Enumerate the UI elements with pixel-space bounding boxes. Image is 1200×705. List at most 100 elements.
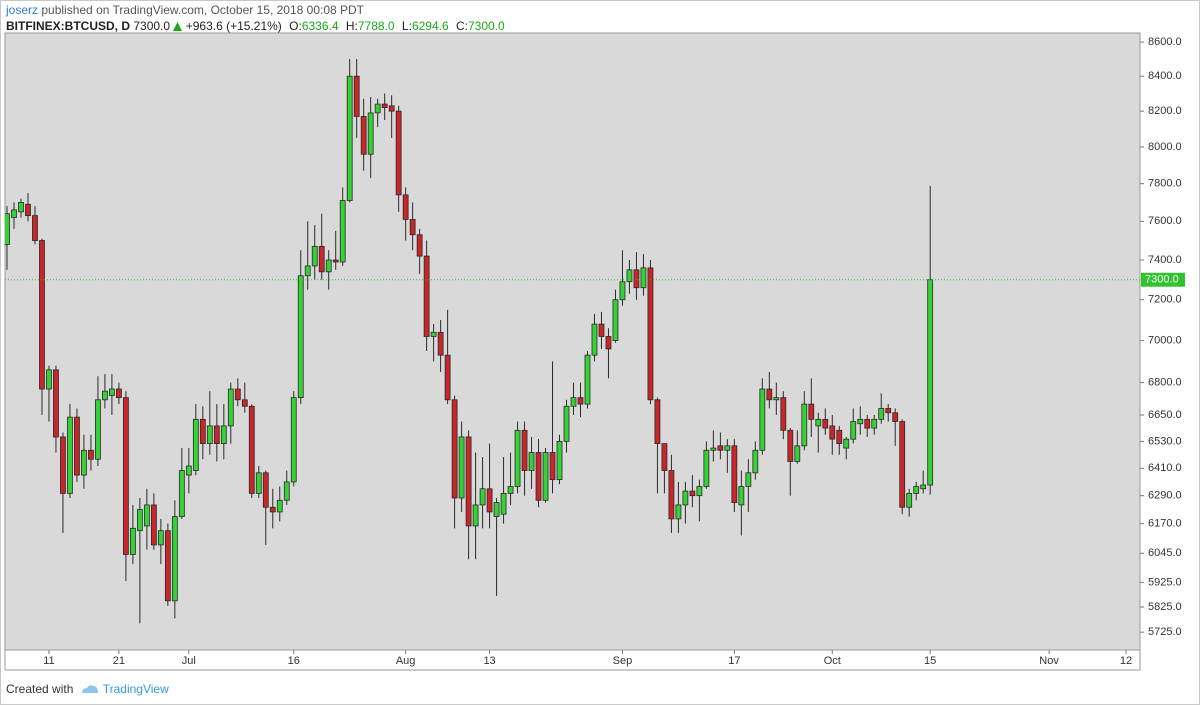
candle-body xyxy=(556,440,563,481)
y-tick-label: 6170.0 xyxy=(1148,518,1182,530)
y-tick-label: 6800.0 xyxy=(1148,377,1182,389)
candle-body xyxy=(710,447,717,451)
y-tick-label: 5725.0 xyxy=(1148,626,1182,638)
candle-body xyxy=(122,397,129,555)
candle-body xyxy=(682,490,689,506)
brand[interactable]: TradingView xyxy=(102,682,169,696)
candle-body xyxy=(262,472,269,508)
candle-body xyxy=(612,299,619,341)
candle-body xyxy=(794,445,801,462)
candle-body xyxy=(444,354,451,401)
y-tick-label: 6650.0 xyxy=(1148,409,1182,421)
candle-body xyxy=(388,105,395,112)
created-with: Created with xyxy=(6,682,74,696)
candle-body xyxy=(619,281,626,301)
candle-body xyxy=(906,492,913,508)
candle-body xyxy=(815,418,822,427)
candle-body xyxy=(185,465,192,476)
candle-body xyxy=(304,265,311,277)
candle-body xyxy=(808,403,815,420)
x-tick-label: 12 xyxy=(1120,655,1132,667)
candle-body xyxy=(633,269,640,289)
candle-body xyxy=(157,530,164,546)
candle-body xyxy=(668,470,675,520)
candle-body xyxy=(206,425,213,444)
candle-body xyxy=(18,201,24,213)
candle-body xyxy=(60,436,66,494)
low-key: L: xyxy=(401,19,412,33)
candle-body xyxy=(640,267,647,289)
candle-body xyxy=(290,397,297,483)
candle-body xyxy=(752,449,759,474)
candle-body xyxy=(116,388,122,399)
candle-body xyxy=(843,438,850,449)
candle-body xyxy=(109,388,115,396)
candle-body xyxy=(53,369,59,438)
candle-body xyxy=(402,194,409,220)
candle-body xyxy=(332,259,339,263)
candle-body xyxy=(32,215,38,241)
candle-body xyxy=(479,488,486,506)
candle-body xyxy=(248,405,255,494)
candle-body xyxy=(871,418,878,429)
y-tick-label: 7000.0 xyxy=(1148,334,1182,346)
author: joserz xyxy=(6,3,39,17)
candle-body xyxy=(213,425,220,444)
candle-body xyxy=(227,388,234,427)
y-tick-label: 7800.0 xyxy=(1148,178,1182,190)
price-label: 7300.0 xyxy=(1145,274,1179,286)
candle-body xyxy=(46,369,52,390)
x-tick-label: 11 xyxy=(43,655,54,667)
candle-body xyxy=(864,418,871,429)
candle-body xyxy=(598,323,605,337)
candle-body xyxy=(276,499,283,513)
candle-body xyxy=(570,397,577,407)
high-key: H: xyxy=(345,19,358,33)
ohlc-legend: BITFINEX:BTCUSD, D 7300.0 +963.6 (+15.21… xyxy=(6,19,505,33)
candle-body xyxy=(584,354,591,405)
y-tick-label: 5825.0 xyxy=(1148,601,1182,613)
candle-body xyxy=(647,267,654,401)
candle-body xyxy=(745,472,752,487)
x-tick-label: 21 xyxy=(113,655,125,667)
close-value: 7300.0 xyxy=(467,19,505,33)
logo xyxy=(81,685,98,693)
candle-body xyxy=(395,110,402,196)
candle-body xyxy=(913,486,920,494)
candle-body xyxy=(129,527,136,555)
candle-body xyxy=(759,388,766,451)
price-label-box xyxy=(1141,272,1185,287)
y-tick-label: 8600.0 xyxy=(1148,36,1182,48)
candle-body xyxy=(234,388,241,401)
x-tick-label: 15 xyxy=(924,655,936,667)
candle-body xyxy=(654,399,661,444)
last: 7300.0 xyxy=(133,19,171,33)
x-tick-label: Oct xyxy=(824,655,841,667)
high-value: 7788.0 xyxy=(357,19,395,33)
plot-background xyxy=(4,32,1141,651)
candle-body xyxy=(857,418,864,425)
close-key: C: xyxy=(455,19,468,33)
x-tick-label: Aug xyxy=(396,655,416,667)
candle-body xyxy=(878,408,885,420)
candle-body xyxy=(514,429,521,487)
byline: published on TradingView.com, October 15… xyxy=(41,3,365,17)
candle-body xyxy=(472,504,479,527)
candle-body xyxy=(542,452,549,501)
candle-body xyxy=(25,203,31,217)
y-tick-label: 6410.0 xyxy=(1148,462,1182,474)
y-tick-label: 5925.0 xyxy=(1148,576,1182,588)
candle-body xyxy=(780,397,787,431)
candle-body xyxy=(703,449,710,487)
candle-body xyxy=(220,425,227,444)
candle-body xyxy=(178,470,185,517)
x-tick-label: Nov xyxy=(1039,655,1059,667)
logo-shape xyxy=(81,685,98,693)
candle-body xyxy=(143,504,150,527)
symbol: BITFINEX:BTCUSD, D xyxy=(6,19,130,33)
candle-body xyxy=(717,445,724,451)
candle-body xyxy=(486,488,493,513)
x-tick-label: 13 xyxy=(483,655,495,667)
x-tick-label: 16 xyxy=(288,655,300,667)
